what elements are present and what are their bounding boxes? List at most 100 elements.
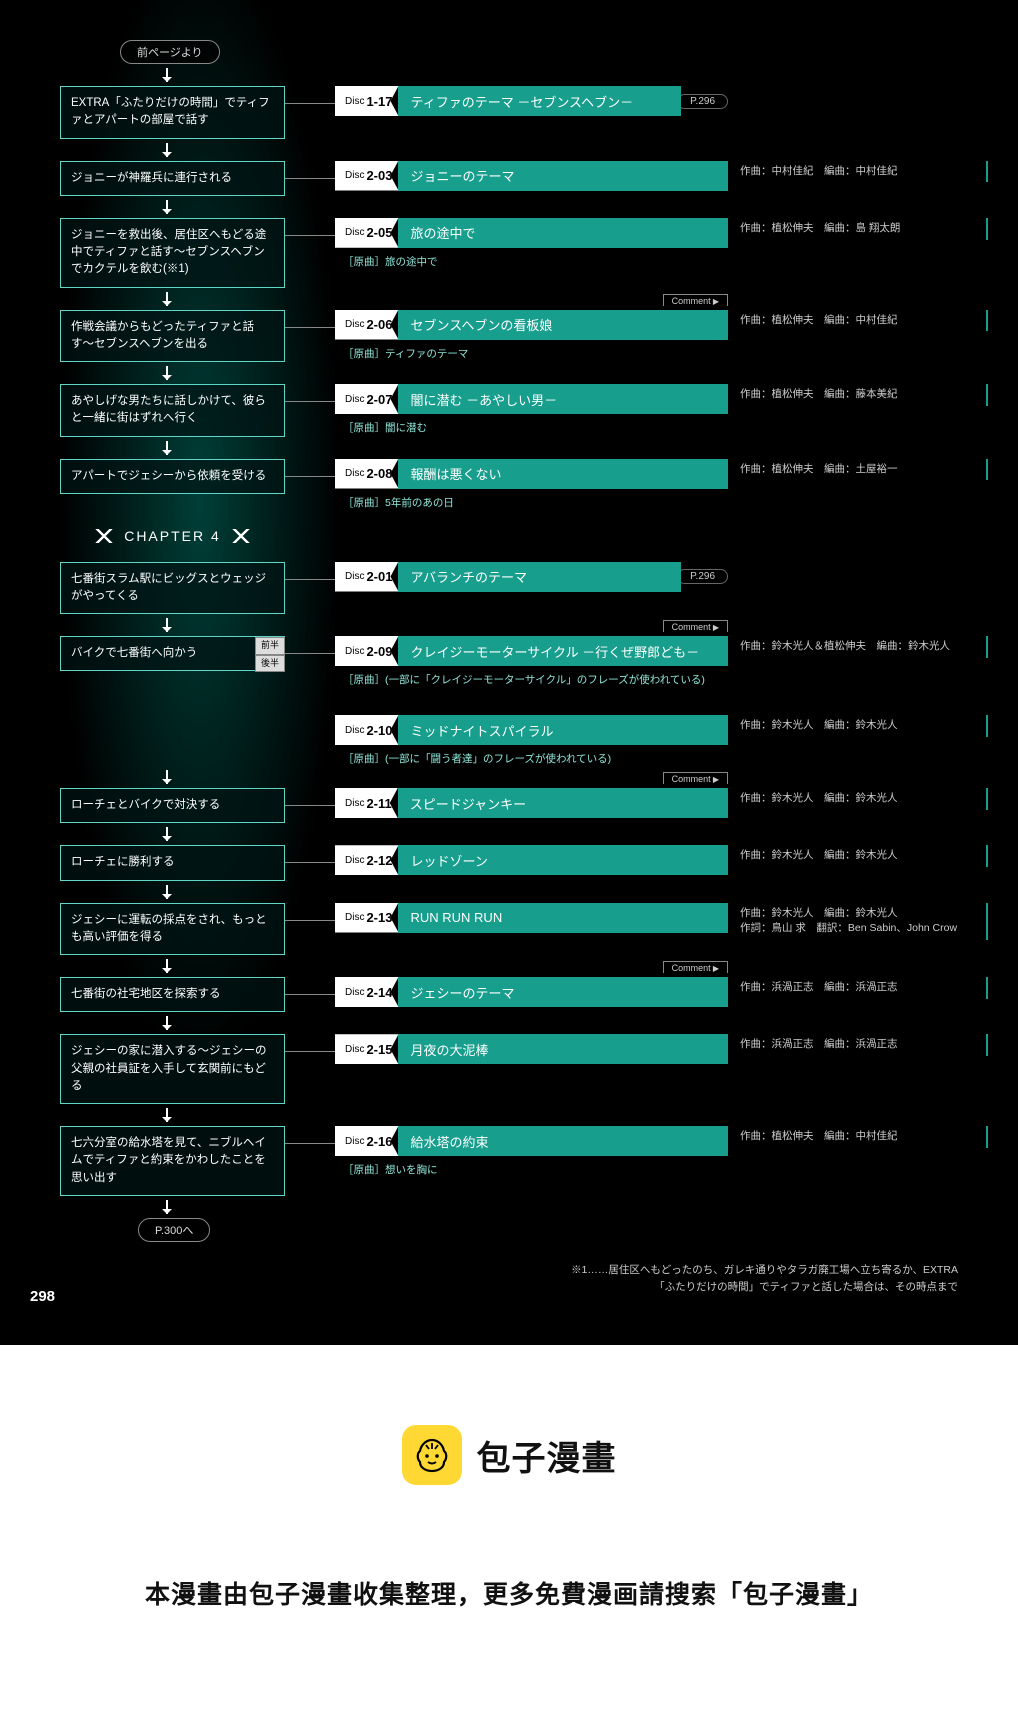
disc-tag: Disc 2-09 [335,636,398,666]
page-ref-badge: P.296 [677,94,728,109]
footnote-text: ※1……居住区へもどったのち、ガレキ通りやタラガ廃工場へ立ち寄るか、EXTRA「… [60,1262,988,1296]
arrow-down-icon [160,955,174,977]
credits-text: 作曲：植松伸夫 編曲：島 翔太朗 [728,218,988,240]
arrow-down-icon [160,1196,174,1218]
comment-tag: Comment [663,961,728,973]
event-box: ジョニーが神羅兵に連行される [60,161,285,196]
connector-line [285,103,335,104]
credits-text: 作曲：鈴木光人 編曲：鈴木光人 [728,788,988,810]
origin-label: ［原曲］旅の途中で [335,248,728,269]
disc-tag: Disc 2-13 [335,903,398,933]
origin-label: ［原曲］(一部に「闘う者達」のフレーズが使われている) [335,745,728,766]
flow-row: ジェシーに運転の採点をされ、もっとも高い評価を得るDisc 2-13RUN RU… [60,903,988,956]
comment-tag: Comment [663,294,728,306]
track-bar: Disc 2-03ジョニーのテーマ [335,161,728,191]
flow-row: 七六分室の給水塔を見て、ニブルヘイムでティファと約束をかわしたことを思い出す Di… [60,1126,988,1196]
arrow-down-icon [160,437,174,459]
credits-text: 作曲：植松伸夫 編曲：中村佳紀 [728,310,988,332]
flow-row: ジェシーの家に潜入する〜ジェシーの父親の社員証を入手して玄関前にもどる Disc … [60,1034,988,1104]
track-title: クレイジーモーターサイクル －行くぜ野郎ども－ [398,636,728,666]
credits-text: 作曲：鈴木光人＆植松伸夫 編曲：鈴木光人 [728,636,988,658]
event-box: 作戦会議からもどったティファと話す〜セブンスヘブンを出る [60,310,285,363]
connector-line [285,994,335,995]
prev-page-pill: 前ページより [120,40,220,64]
credits-text: 作曲：浜渦正志 編曲：浜渦正志 [728,977,988,999]
banner-logo: 包子漫畫 [402,1425,617,1485]
track-bar: Disc 2-07闇に潜む －あやしい男－ [335,384,728,414]
flow-row: バイクで七番街へ向かう前半後半CommentDisc 2-09クレイジーモーター… [60,636,988,687]
disc-tag: Disc 2-07 [335,384,398,414]
track-bar: Disc 2-16給水塔の約束 [335,1126,728,1156]
disc-tag: Disc 1-17 [335,86,398,116]
connector-line [285,476,335,477]
credits-text: 作曲：鈴木光人 編曲：鈴木光人作詞：鳥山 求 翻訳：Ben Sabin、John… [728,903,988,941]
track-bar: Disc 2-13RUN RUN RUN [335,903,728,933]
credits-text [728,562,988,568]
event-box: アパートでジェシーから依頼を受ける [60,459,285,494]
track-bar: CommentDisc 2-14ジェシーのテーマ [335,977,728,1007]
connector-line [285,235,335,236]
page-number: 298 [30,1288,55,1305]
flow-row: 作戦会議からもどったティファと話す〜セブンスヘブンを出る CommentDisc … [60,310,988,363]
track-title: スピードジャンキー [398,788,728,818]
track-title: セブンスヘブンの看板娘 [398,310,728,340]
comment-tag: Comment [663,772,728,784]
disc-tag: Disc 2-03 [335,161,398,191]
origin-label: ［原曲］5年前のあの日 [335,489,728,510]
track-title: ジョニーのテーマ [398,161,728,191]
flow-row: アパートでジェシーから依頼を受ける Disc 2-08報酬は悪くない［原曲］5年前… [60,459,988,510]
track-bar: Disc 2-08報酬は悪くない [335,459,728,489]
next-page-pill: P.300へ [138,1218,210,1242]
flow-row: ローチェに勝利するDisc 2-12レッドゾーン作曲：鈴木光人 編曲：鈴木光人 [60,845,988,880]
track-bar: Disc 2-05旅の途中で [335,218,728,248]
event-box: 七六分室の給水塔を見て、ニブルヘイムでティファと約束をかわしたことを思い出す [60,1126,285,1196]
track-bar: CommentDisc 2-09クレイジーモーターサイクル －行くぜ野郎ども－ [335,636,728,666]
track-title: アバランチのテーマ [398,562,681,592]
event-box: 七番街スラム駅にビッグスとウェッジがやってくる [60,562,285,615]
arrow-down-icon [160,64,174,86]
disc-tag: Disc 2-06 [335,310,398,340]
track-bar: Disc 2-01アバランチのテーマP.296 [335,562,728,592]
track-title: ティファのテーマ －セブンスヘブン－ [398,86,681,116]
arrow-down-icon [160,614,174,636]
arrow-down-icon [160,1012,174,1034]
flowchart-body: EXTRA「ふたりだけの時間」でティファとアパートの部屋で話す Disc 1-17… [60,86,988,1196]
event-box: 七番街の社宅地区を探索する [60,977,285,1012]
banner-subtitle: 本漫畫由包子漫畫收集整理，更多免費漫画請搜索「包子漫畫」 [40,1575,978,1611]
chapter-divider: CHAPTER 4 [60,528,285,544]
disc-tag: Disc 2-16 [335,1126,398,1156]
track-title: 給水塔の約束 [398,1126,728,1156]
event-box: EXTRA「ふたりだけの時間」でティファとアパートの部屋で話す [60,86,285,139]
disc-tag: Disc 2-11 [335,788,398,818]
flow-row: 七番街の社宅地区を探索する CommentDisc 2-14ジェシーのテーマ作曲：… [60,977,988,1012]
half-tag-first: 前半 [255,637,285,655]
credits-text: 作曲：植松伸夫 編曲：中村佳紀 [728,1126,988,1148]
connector-line [285,1143,335,1144]
flow-row: EXTRA「ふたりだけの時間」でティファとアパートの部屋で話す Disc 1-17… [60,86,988,139]
connector-line [285,862,335,863]
track-title: 月夜の大泥棒 [398,1034,728,1064]
flowchart-page: 前ページより EXTRA「ふたりだけの時間」でティファとアパートの部屋で話す Di… [0,0,1018,1345]
disc-tag: Disc 2-15 [335,1034,398,1064]
connector-line [285,653,335,654]
connector-line [285,401,335,402]
track-title: ジェシーのテーマ [398,977,728,1007]
event-box: ローチェとバイクで対決する [60,788,285,823]
track-bar: Disc 2-12レッドゾーン [335,845,728,875]
flow-row: Disc 2-10ミッドナイトスパイラル［原曲］(一部に「闘う者達」のフレーズが… [60,715,988,766]
arrow-down-icon [160,362,174,384]
track-title: 報酬は悪くない [398,459,728,489]
arrow-down-icon [160,139,174,161]
credits-text: 作曲：植松伸夫 編曲：藤本美紀 [728,384,988,406]
track-title: レッドゾーン [398,845,728,875]
track-bar: CommentDisc 2-06セブンスヘブンの看板娘 [335,310,728,340]
event-box: ジェシーの家に潜入する〜ジェシーの父親の社員証を入手して玄関前にもどる [60,1034,285,1104]
track-bar: Disc 2-15月夜の大泥棒 [335,1034,728,1064]
track-title: ミッドナイトスパイラル [398,715,728,745]
page-ref-badge: P.296 [677,569,728,584]
arrow-down-icon [160,766,174,788]
origin-label: ［原曲］想いを胸に [335,1156,728,1177]
origin-label: ［原曲］(一部に「クレイジーモーターサイクル」のフレーズが使われている) [335,666,728,687]
flow-row: ジョニーが神羅兵に連行されるDisc 2-03ジョニーのテーマ作曲：中村佳紀 編… [60,161,988,196]
source-banner: 包子漫畫 本漫畫由包子漫畫收集整理，更多免費漫画請搜索「包子漫畫」 [0,1345,1018,1731]
